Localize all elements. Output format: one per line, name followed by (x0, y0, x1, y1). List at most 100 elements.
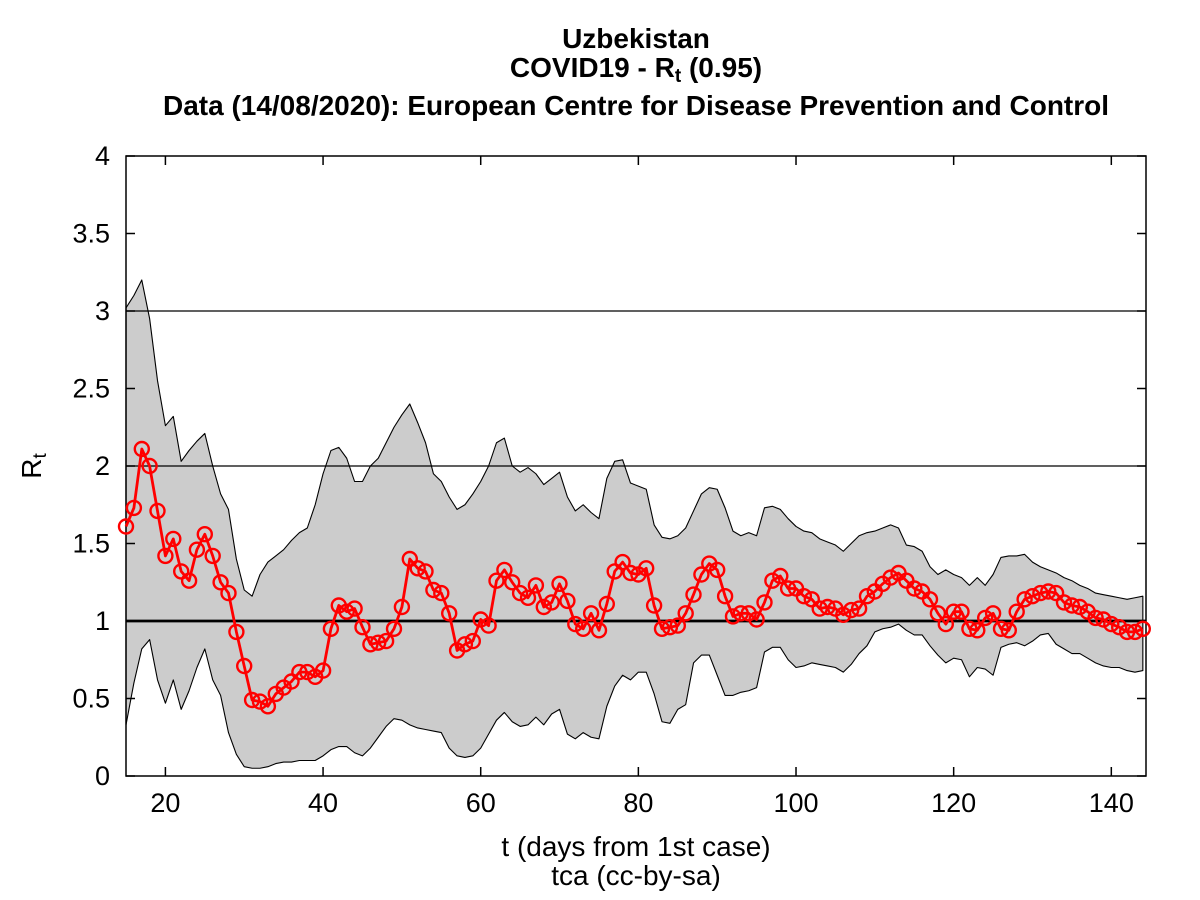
rt-marker (969, 622, 986, 639)
rt-marker (764, 572, 781, 589)
rt-marker (1063, 597, 1081, 614)
rt-marker (196, 526, 214, 543)
rt-marker (779, 580, 797, 597)
y-tick-label: 0.5 (72, 684, 110, 714)
rt-marker (425, 581, 442, 599)
rt-marker (961, 620, 978, 637)
rt-marker (732, 605, 749, 622)
rt-marker (638, 560, 655, 577)
rt-marker (953, 603, 970, 620)
x-tick-label: 140 (1089, 788, 1134, 818)
rt-marker (212, 574, 229, 591)
rt-marker (882, 569, 899, 586)
rt-marker (1000, 622, 1017, 639)
chart-title-main-prefix: COVID19 - R (509, 52, 675, 83)
rt-marker (385, 620, 403, 637)
rt-marker (464, 632, 481, 650)
rt-marker (567, 615, 584, 633)
rt-marker (433, 584, 450, 602)
rt-marker (1103, 615, 1120, 633)
x-tick-label: 20 (150, 788, 180, 818)
rt-marker (1110, 619, 1128, 636)
rt-marker (661, 619, 679, 636)
x-tick-label: 120 (931, 788, 976, 818)
rt-marker (724, 608, 742, 625)
rt-marker (716, 588, 734, 605)
rt-marker (527, 577, 545, 594)
chart-title-main-sub: t (674, 65, 682, 87)
rt-marker (803, 591, 820, 608)
rt-marker (504, 574, 521, 591)
rt-marker (819, 598, 836, 616)
rt-marker (393, 598, 411, 616)
y-tick-label: 1 (95, 606, 110, 636)
rt-marker (937, 615, 954, 633)
rt-marker (117, 518, 135, 535)
rt-marker (645, 597, 663, 614)
rt-marker (496, 561, 513, 579)
rt-marker (441, 605, 458, 622)
rt-marker (984, 605, 1002, 622)
rt-marker (551, 575, 568, 592)
rt-marker (141, 457, 158, 475)
chart-title-main: COVID19 - Rt (0.95) (126, 53, 1146, 91)
rt-marker (370, 634, 387, 651)
rt-marker (1095, 611, 1112, 628)
rt-marker (598, 595, 615, 613)
y-axis-label: Rt (16, 453, 52, 479)
rt-marker (220, 584, 237, 602)
rt-marker (795, 588, 813, 605)
rt-marker (283, 673, 300, 690)
rt-marker (519, 589, 537, 606)
rt-marker (259, 698, 277, 715)
rt-marker (1032, 584, 1049, 602)
rt-marker (1047, 584, 1065, 602)
rt-marker (677, 605, 694, 622)
rt-marker (409, 560, 426, 577)
rt-marker (850, 600, 868, 617)
rt-marker (575, 620, 592, 637)
chart-title-source: Data (14/08/2020): European Centre for D… (162, 89, 1110, 121)
rt-marker (1024, 588, 1041, 605)
rt-marker (180, 572, 198, 589)
rt-marker (756, 594, 773, 611)
x-tick-label: 80 (623, 788, 653, 818)
rt-marker (685, 586, 702, 603)
y-tick-label: 2 (95, 451, 110, 481)
rt-marker (251, 693, 269, 710)
rt-marker (243, 691, 261, 709)
rt-marker (992, 620, 1010, 637)
rt-marker (653, 620, 671, 637)
rt-marker (614, 553, 631, 571)
rt-marker (291, 663, 308, 681)
rt-marker (1126, 623, 1144, 641)
x-tick-label: 100 (773, 788, 818, 818)
y-tick-label: 3 (95, 296, 110, 326)
rt-marker (401, 550, 418, 568)
chart-title-main-suffix: (0.95) (681, 52, 763, 83)
rt-marker (559, 592, 576, 610)
rt-marker (929, 605, 947, 622)
rt-marker (346, 600, 363, 617)
rt-marker (622, 564, 639, 582)
y-axis-label-sub: t (29, 453, 51, 459)
x-axis-label-block: t (days from 1st case) tca (cc-by-sa) (126, 832, 1146, 890)
rt-marker (157, 547, 174, 565)
rt-marker (172, 563, 190, 580)
rt-marker (1055, 594, 1073, 611)
rt-marker (977, 609, 994, 627)
title-block: Uzbekistan COVID19 - Rt (0.95) Data (14/… (126, 24, 1146, 120)
rt-marker (480, 617, 497, 634)
rt-marker (322, 620, 340, 637)
rt-marker (748, 611, 765, 628)
y-tick-label: 3.5 (72, 219, 110, 249)
rt-marker (149, 502, 166, 520)
rt-marker (488, 572, 505, 589)
y-tick-label: 4 (95, 141, 110, 171)
rt-marker (511, 584, 529, 602)
rt-marker (906, 580, 923, 597)
rt-marker (1008, 603, 1025, 620)
rt-marker (921, 591, 939, 608)
